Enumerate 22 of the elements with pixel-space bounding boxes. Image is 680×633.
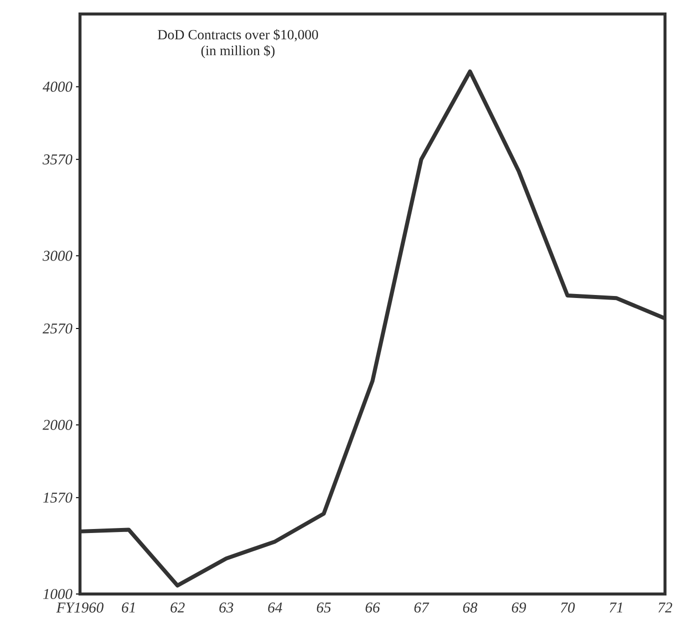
x-tick-label: 68 [463, 602, 478, 613]
x-tick-label: 61 [122, 602, 135, 613]
x-tick-label: 67 [414, 602, 430, 613]
text: DoD Contracts over $10,000 [158, 29, 318, 42]
y-tick-label: 3570 [42, 154, 72, 164]
y-tick-label: 1000 [43, 588, 72, 600]
x-tick-label: 64 [268, 602, 282, 613]
y-tick-label: 1570 [43, 492, 72, 503]
x-tick-label: 70 [560, 602, 575, 613]
y-tick-label: 2570 [42, 323, 72, 334]
y-tick-label: 3000 [42, 250, 72, 261]
x-tick-label: 66 [366, 602, 380, 613]
y-tick-label: 4000 [42, 82, 72, 92]
x-tick-label: FY1960 [56, 602, 104, 613]
y-tick-label: 2000 [42, 420, 72, 430]
x-tick-label: 65 [316, 602, 331, 613]
x-tick-label: 71 [610, 602, 622, 612]
x-tick-label: 72 [658, 602, 672, 612]
x-tick-label: 69 [512, 602, 526, 613]
text: (in million $) [201, 45, 275, 58]
x-tick-label: 63 [219, 602, 234, 613]
x-tick-label: 62 [170, 602, 185, 613]
